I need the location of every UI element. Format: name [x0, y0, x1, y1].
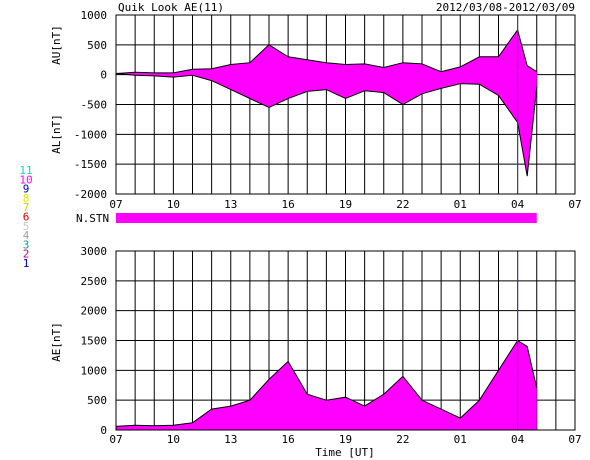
- x-tick-label: 16: [282, 198, 295, 211]
- au-al-frame: [115, 14, 576, 195]
- station-legend-item: 2: [23, 248, 30, 261]
- station-legend-item: 10: [19, 173, 32, 186]
- y-tick-label: 2000: [81, 305, 108, 318]
- station-legend-item: 5: [23, 220, 30, 233]
- x-tick-label: 07: [109, 198, 122, 211]
- station-legend-item: 4: [23, 229, 30, 242]
- station-legend-item: 9: [23, 183, 30, 196]
- y-tick-label: -1500: [74, 158, 107, 171]
- x-tick-label: 22: [396, 433, 409, 446]
- x-tick-label: 07: [568, 433, 581, 446]
- y-tick-label: -2000: [74, 188, 107, 201]
- station-legend-item: 3: [23, 238, 30, 251]
- x-tick-label: 01: [454, 433, 467, 446]
- x-tick-label: 07: [568, 198, 581, 211]
- chart-title: Quik Look AE(11): [118, 1, 224, 14]
- ae-x-ticks: 07 10 13 16 19 22 01 04 07: [109, 433, 581, 446]
- x-tick-label: 13: [224, 198, 237, 211]
- station-legend-item: 11: [19, 164, 32, 177]
- x-tick-label: 10: [167, 433, 180, 446]
- y-tick-label: 1500: [81, 335, 108, 348]
- au-al-y-ticks: 1000 500 0 -500 -1000 -1500 -2000: [74, 9, 107, 201]
- ae-frame: [115, 250, 576, 431]
- x-tick-label: 13: [224, 433, 237, 446]
- station-legend-item: 8: [23, 192, 30, 205]
- au-series-line: [115, 28, 538, 74]
- au-al-panel: 1000 500 0 -500 -1000 -1500 -2000 07 10 13 16 19 22…: [50, 9, 582, 211]
- au-al-x-ticks: 07 10 13 16 19 22 01 04 07: [109, 198, 581, 211]
- x-tick-label: 04: [511, 433, 525, 446]
- al-axis-label: AL[nT]: [50, 114, 63, 154]
- ae-axis-label: AE[nT]: [50, 322, 63, 362]
- y-tick-label: 0: [100, 69, 107, 82]
- y-tick-label: 1000: [81, 9, 108, 22]
- y-tick-label: 1000: [81, 364, 108, 377]
- x-tick-label: 01: [454, 198, 467, 211]
- y-tick-label: -1000: [74, 128, 107, 141]
- nstn-label: N.STN: [76, 212, 109, 225]
- ae-y-ticks: 3000 2500 2000 1500 1000 500 0: [81, 245, 108, 437]
- ae-series-line: [115, 339, 538, 427]
- x-tick-label: 07: [109, 433, 122, 446]
- x-tick-label: 19: [339, 198, 352, 211]
- x-tick-label: 10: [167, 198, 180, 211]
- y-tick-label: 2500: [81, 275, 108, 288]
- station-legend-item: 6: [23, 211, 30, 224]
- x-tick-label: 04: [511, 198, 525, 211]
- station-legend-item: 1: [23, 257, 30, 270]
- au-axis-label: AU[nT]: [50, 25, 63, 65]
- y-tick-label: -500: [81, 99, 108, 112]
- al-series-line: [115, 73, 538, 177]
- station-legend-item: 7: [23, 201, 30, 214]
- y-tick-label: 500: [87, 394, 107, 407]
- x-tick-label: 22: [396, 198, 409, 211]
- x-tick-label: 16: [282, 433, 295, 446]
- y-tick-label: 3000: [81, 245, 108, 258]
- date-range: 2012/03/08-2012/03/09: [436, 1, 575, 14]
- y-tick-label: 500: [87, 39, 107, 52]
- x-tick-label: 19: [339, 433, 352, 446]
- nstn-bar: [116, 213, 537, 223]
- y-tick-label: 0: [100, 424, 107, 437]
- time-axis-label: Time [UT]: [315, 446, 375, 459]
